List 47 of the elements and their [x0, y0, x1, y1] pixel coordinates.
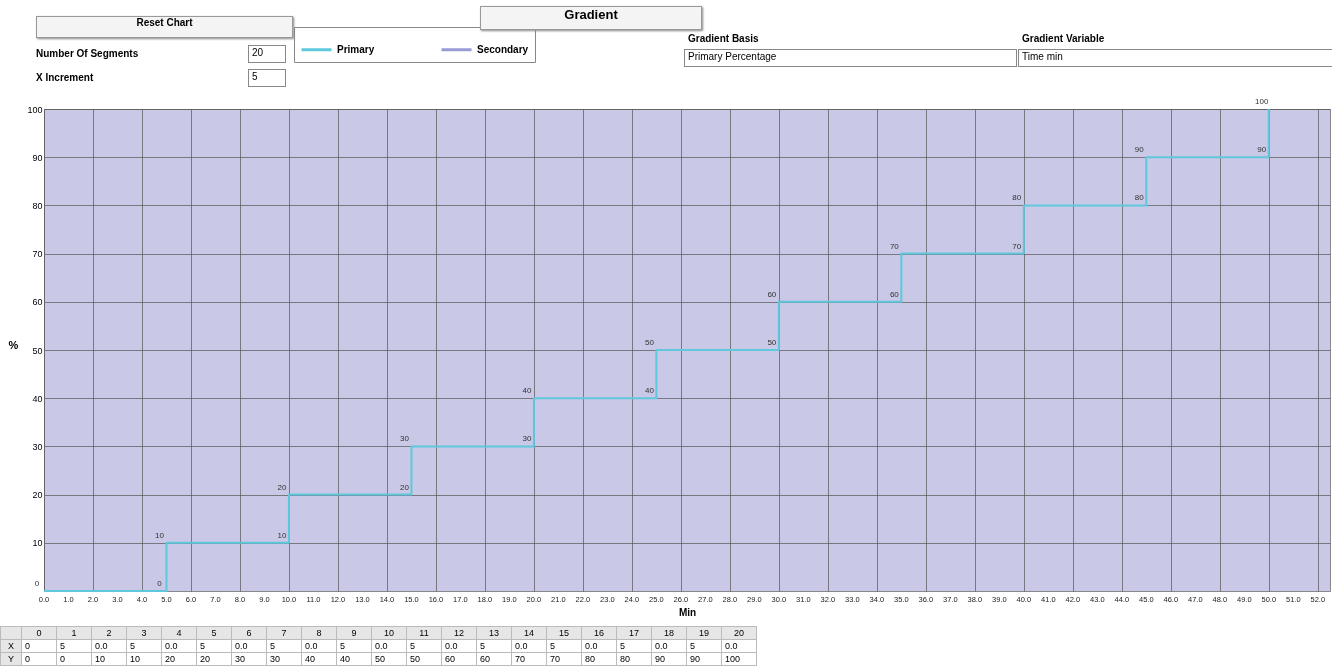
text: Gradient Variable: [1022, 33, 1105, 44]
legend-label: Primary: [337, 43, 375, 55]
y-tick-label: 20: [32, 490, 43, 501]
line-series: [43, 108, 1270, 592]
data-label: 60: [889, 289, 900, 299]
data-label: 80: [1134, 193, 1145, 203]
data-label: 20: [399, 482, 410, 492]
data-label: 50: [644, 338, 655, 347]
button: Gradient: [480, 6, 702, 30]
text-field: 20: [248, 45, 286, 63]
data-label: 30: [399, 434, 410, 444]
text-field: 5: [248, 69, 286, 87]
legend-label: Secondary: [477, 43, 529, 55]
data-label: 70: [889, 241, 900, 251]
x-axis-title: Min: [678, 607, 697, 618]
text-field: Primary Percentage: [684, 49, 1017, 67]
y-tick-label: 80: [32, 200, 43, 211]
data-label: 30: [522, 434, 532, 444]
data-label: 100: [1255, 97, 1269, 106]
data-label: 0: [157, 579, 163, 588]
data-label: 20: [277, 482, 287, 492]
y-tick-label: 70: [32, 249, 43, 260]
data-label: 90: [1257, 145, 1267, 155]
data-label: 90: [1134, 145, 1145, 155]
y-tick-label: 40: [32, 393, 43, 404]
y-tick-label: 50: [32, 345, 43, 356]
data-label: 80: [1012, 193, 1022, 203]
data-label: 60: [767, 289, 777, 299]
data-label: 70: [1012, 241, 1022, 251]
data-label: 10: [277, 530, 287, 540]
data-label: 40: [644, 386, 655, 396]
text: Number Of Segments: [36, 48, 139, 59]
value-table: 0 1 2 3 4 5 6 7 8 9 10 11 12 13 14 15 16 17 18 19 20 X 0 5 0.0 5 0.0 5 0.0 5 0.0 5 0.0 5 0.0 5 0.0 5 0.0 5 0.0 5 0.0 Y 0 0 10 10 20 20 30 30 40 40 50 50 60 60 70 70 80 80 90 90 100: [0, 626, 757, 666]
y-tick-label: 10: [32, 538, 43, 549]
y-tick-label: 60: [32, 297, 43, 308]
data-label: 50: [767, 338, 777, 347]
text: Gradient Basis: [688, 33, 759, 44]
y-tick-label: 30: [32, 441, 43, 452]
y-axis-title: %: [8, 338, 19, 351]
button: Reset Chart: [36, 16, 293, 38]
data-label: 40: [522, 386, 532, 396]
data-label: 0: [34, 579, 40, 588]
text: X Increment: [36, 72, 94, 83]
y-tick-label: 90: [32, 152, 43, 163]
text-field: Time min: [1018, 49, 1332, 67]
y-tick-label: 100: [27, 104, 43, 115]
data-label: 10: [155, 530, 165, 540]
